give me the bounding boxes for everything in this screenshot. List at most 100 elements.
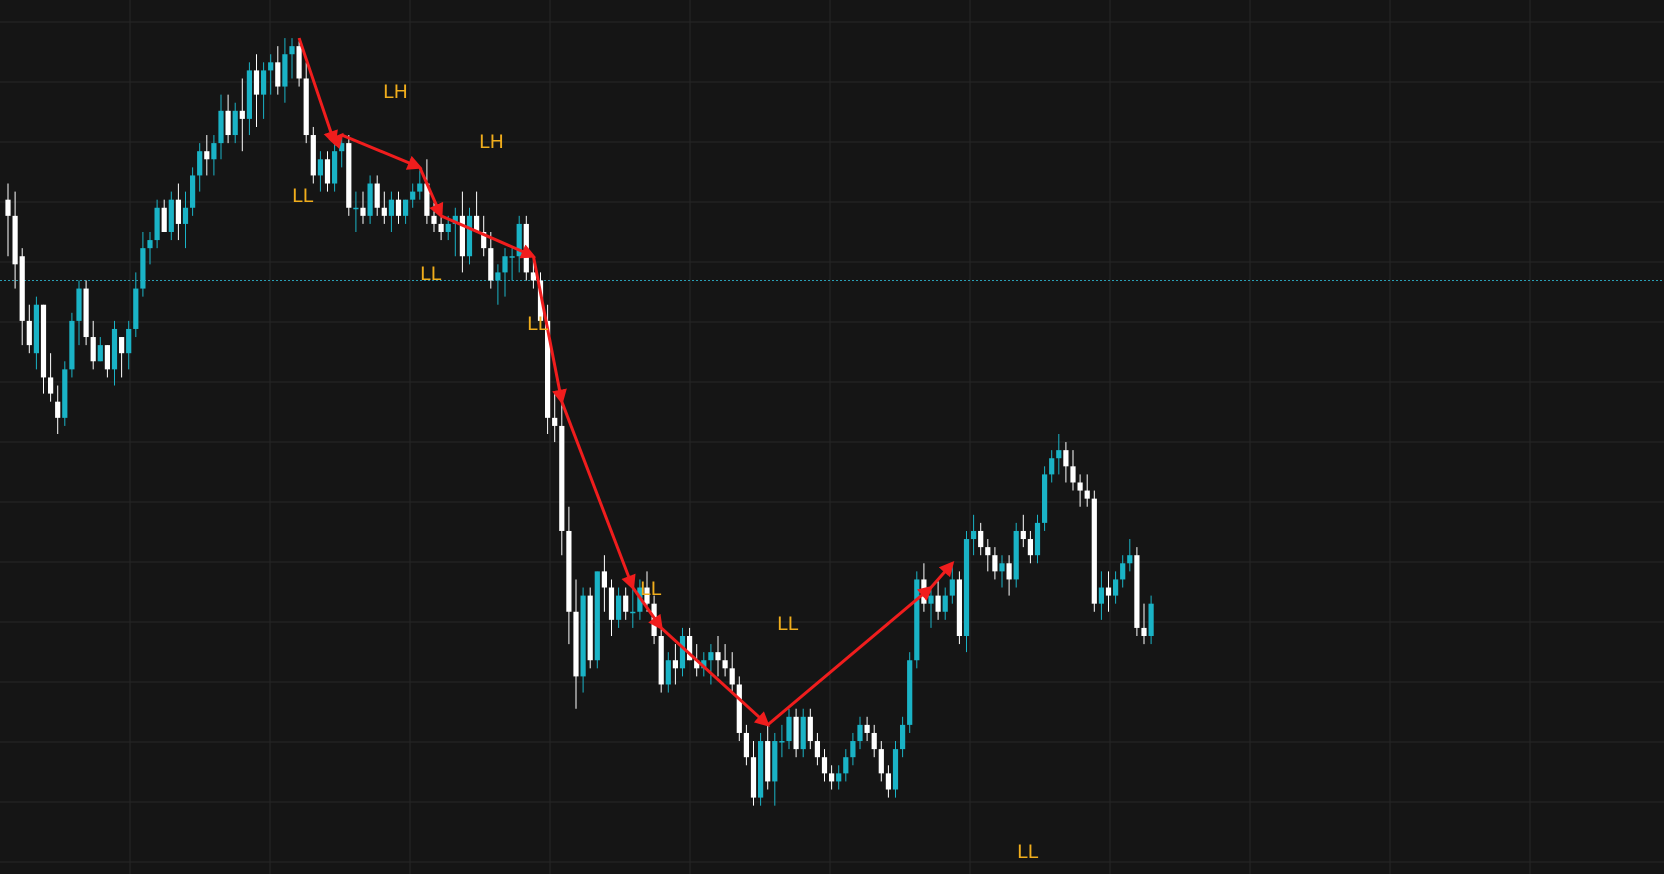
candle-body (197, 151, 203, 176)
candle-body (978, 530, 984, 548)
candle-body (814, 741, 820, 758)
candle-body (1042, 474, 1048, 523)
candle-body (175, 199, 181, 224)
candle-body (566, 530, 572, 612)
candle-body (140, 248, 146, 289)
candle-body (956, 579, 962, 636)
candle-body (268, 62, 274, 71)
label-ll-3: LL (527, 313, 549, 335)
candle-body (438, 223, 444, 232)
candle-body (623, 595, 629, 612)
candle-body (985, 547, 991, 556)
candle-body (694, 660, 700, 669)
label-ll-5: LL (777, 613, 799, 635)
candle-body (296, 46, 302, 79)
candle-body (218, 110, 224, 144)
candle-body (239, 110, 245, 119)
candle-body (466, 215, 473, 257)
candle-body (310, 135, 316, 176)
candle-body (1049, 458, 1055, 475)
candle-body (1105, 587, 1112, 596)
candle-body (452, 215, 458, 224)
candle-body (1077, 482, 1083, 491)
candle-body (573, 611, 579, 677)
label-ll-2: LL (420, 263, 442, 285)
candle-body (892, 749, 899, 790)
candle-body (829, 773, 835, 782)
candle-body (374, 183, 380, 208)
candle-body (388, 199, 394, 216)
candle-body (545, 320, 551, 418)
candle-body (729, 668, 735, 685)
candle-body (303, 78, 309, 136)
candle-body (616, 595, 622, 620)
candle-body (885, 773, 891, 790)
swing-arrows (297, 37, 955, 727)
candle-body (736, 684, 742, 733)
label-lh-1: LH (383, 81, 408, 103)
candle-body (19, 256, 25, 321)
candle-body (168, 199, 174, 232)
candle-body (807, 716, 813, 742)
candle-body (26, 320, 32, 346)
candle-body (523, 223, 529, 273)
candle-body (204, 151, 210, 160)
candle-body (971, 530, 977, 540)
candle-body (928, 595, 934, 604)
candle-body (48, 377, 54, 394)
candle-body (786, 716, 792, 742)
candle-body (715, 652, 721, 661)
candle-body (69, 320, 75, 370)
candle-body (1127, 555, 1133, 564)
candle-body (495, 272, 501, 281)
candle-body (97, 345, 103, 362)
candle-body (417, 183, 423, 192)
candle-body (1056, 450, 1062, 459)
candle-body (324, 159, 331, 184)
candle-body (282, 54, 288, 87)
candle-body (147, 240, 153, 249)
candle-body (999, 563, 1005, 572)
candle-body (119, 337, 125, 354)
candle-body (459, 215, 465, 257)
candle-body (225, 110, 231, 136)
candle-body (154, 207, 160, 241)
candle-body (1084, 490, 1090, 499)
candle-body (821, 757, 828, 774)
candle-body (992, 555, 998, 572)
candle-body (253, 70, 260, 95)
candle-body (12, 215, 18, 265)
candle-body (914, 579, 920, 661)
candle-body (900, 724, 906, 750)
candle-body (530, 272, 536, 281)
candle-body (161, 207, 167, 232)
candle-body (580, 595, 586, 677)
candle-body (750, 757, 757, 798)
candle-body (1070, 466, 1076, 483)
candle-body (679, 636, 686, 669)
swing-arrow (328, 132, 344, 150)
candle-body (864, 724, 870, 733)
candle-body (502, 256, 508, 273)
candle-body (395, 199, 402, 216)
swing-arrow (929, 561, 955, 589)
candles (5, 38, 1154, 806)
candle-body (672, 660, 678, 669)
candle-body (935, 595, 941, 612)
candle-body (317, 159, 323, 176)
candle-body (40, 304, 47, 378)
candle-body (62, 369, 68, 418)
candle-body (765, 741, 771, 782)
candle-body (516, 223, 522, 257)
candle-body (658, 636, 664, 685)
candle-body (594, 571, 600, 661)
candle-body (76, 288, 82, 321)
swing-arrow (297, 37, 338, 146)
candle-body (1141, 627, 1147, 636)
candle-body (360, 207, 366, 216)
candle-body (743, 732, 749, 758)
candle-body (942, 595, 948, 612)
swing-arrow (440, 214, 537, 259)
